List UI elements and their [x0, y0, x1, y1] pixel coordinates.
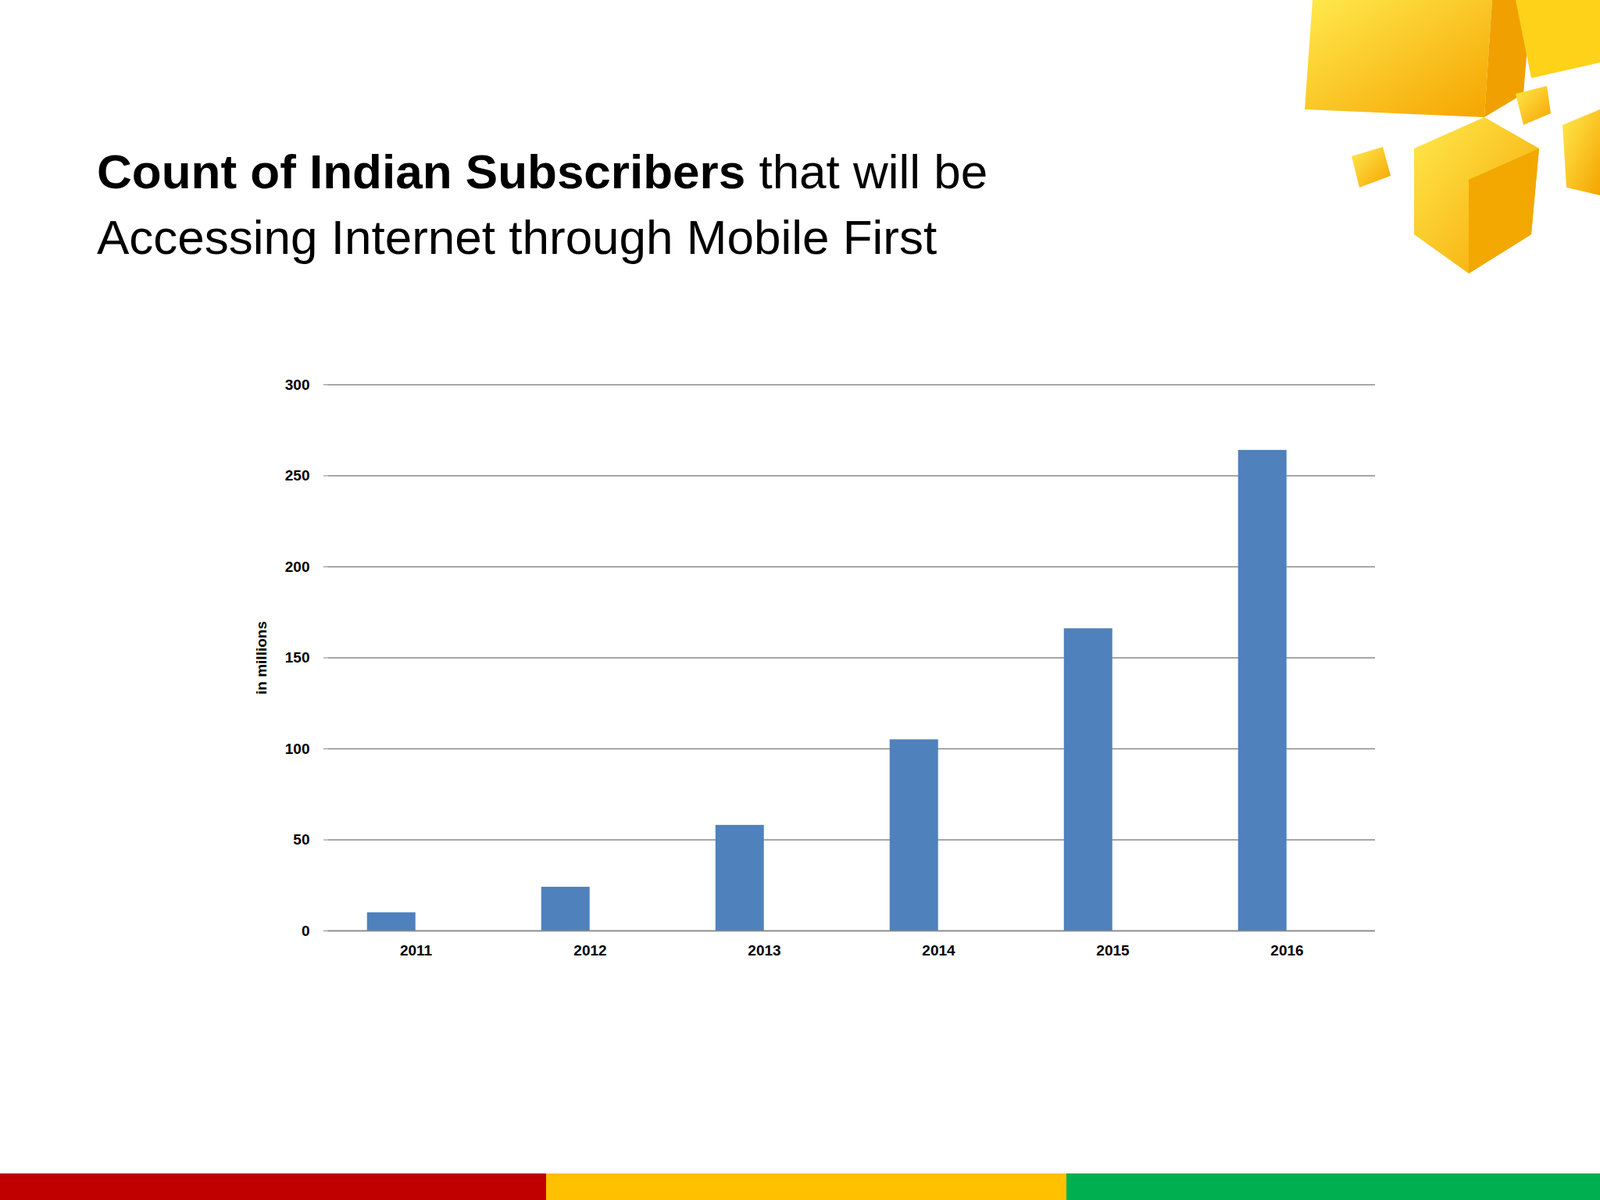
svg-text:0: 0	[301, 922, 311, 940]
svg-text:2014: 2014	[921, 942, 956, 959]
svg-text:2012: 2012	[573, 942, 607, 959]
svg-text:150: 150	[285, 649, 311, 666]
svg-text:in millions: in millions	[253, 621, 270, 695]
svg-text:300: 300	[285, 376, 311, 393]
svg-text:2016: 2016	[1270, 942, 1304, 959]
html-text:Count of Indian Subscribers th: Count of Indian Subscribers that will be…	[96, 144, 988, 265]
svg-text:2011: 2011	[400, 942, 433, 959]
svg-text:2015: 2015	[1096, 942, 1130, 959]
svg-text:50: 50	[292, 831, 310, 848]
svg-text:200: 200	[285, 558, 311, 575]
svg-text:250: 250	[285, 467, 311, 484]
svg-text:2013: 2013	[747, 942, 781, 959]
svg-text:100: 100	[285, 740, 311, 758]
